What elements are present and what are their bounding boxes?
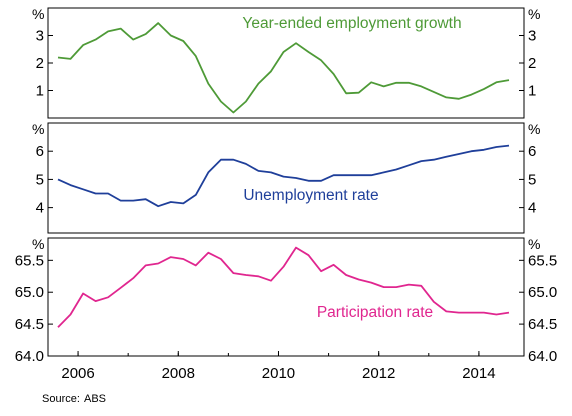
panel-2-ytick-label-left: 6 — [36, 143, 44, 160]
panel-3-series-label: Participation rate — [317, 304, 433, 321]
panel-3-unit-left: % — [32, 236, 44, 252]
panel-2-unit-right: % — [528, 121, 540, 137]
x-tick-label: 2008 — [162, 365, 195, 382]
panel-2-series-line — [57, 144, 510, 208]
panel-3-series-line — [57, 246, 510, 328]
x-tick-label: 2014 — [462, 365, 495, 382]
panel-3-ytick-label-right: 65.0 — [528, 284, 557, 301]
panel-2-ytick-label-left: 4 — [36, 200, 44, 217]
x-tick-label: 2010 — [262, 365, 295, 382]
source-label: Source: — [42, 393, 80, 405]
panel-1-ytick-label-left: 3 — [36, 28, 44, 45]
panel-1-unit-left: % — [32, 6, 44, 22]
panel-3-ytick-label-right: 65.5 — [528, 252, 557, 269]
panel-2-unit-left: % — [32, 121, 44, 137]
panel-1-ytick-label-right: 3 — [528, 28, 536, 45]
panel-3-unit-right: % — [528, 236, 540, 252]
panel-3-ytick-label-right: 64.0 — [528, 348, 557, 365]
panel-1-ytick-label-right: 1 — [528, 83, 536, 100]
panel-3-ytick-label-left: 64.5 — [15, 316, 44, 333]
panel-2-series-label: Unemployment rate — [243, 187, 378, 204]
panel-2-ytick-label-right: 4 — [528, 200, 536, 217]
panel-1-ytick-label-right: 2 — [528, 55, 536, 72]
panel-3-ytick-label-left: 65.5 — [15, 252, 44, 269]
panel-2-ytick-label-left: 5 — [36, 171, 44, 188]
panel-1-unit-right: % — [528, 6, 540, 22]
panel-1-series-label: Year-ended employment growth — [242, 15, 461, 32]
x-tick-label: 2006 — [61, 365, 94, 382]
x-tick-label: 2012 — [362, 365, 395, 382]
panel-3-ytick-label-left: 65.0 — [15, 284, 44, 301]
panel-2-ytick-label-right: 5 — [528, 171, 536, 188]
source-value: ABS — [84, 393, 106, 405]
panel-2-frame — [47, 122, 525, 234]
panel-3-ytick-label-left: 64.0 — [15, 348, 44, 365]
panel-3-frame — [47, 237, 525, 357]
panel-1-ytick-label-left: 2 — [36, 55, 44, 72]
panel-1-series-line — [57, 22, 510, 114]
panel-1-ytick-label-left: 1 — [36, 83, 44, 100]
panel-3-ytick-label-right: 64.5 — [528, 316, 557, 333]
panel-2-ytick-label-right: 6 — [528, 143, 536, 160]
